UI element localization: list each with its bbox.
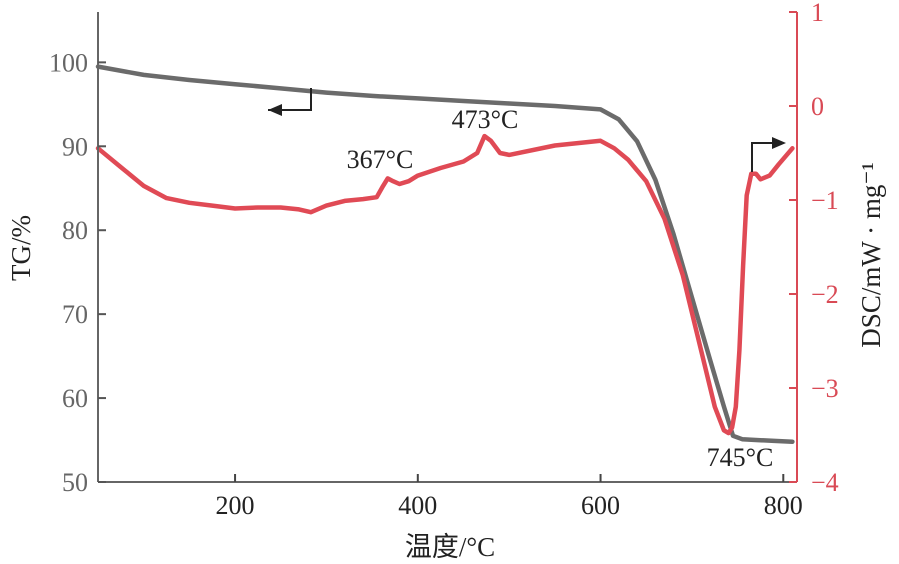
tg-series-line xyxy=(95,64,795,444)
y-right-axis-title: DSC/mW · mg⁻¹ xyxy=(856,162,886,347)
right-axis-arrowhead xyxy=(772,137,786,149)
y-right-tick-label: −4 xyxy=(811,468,839,497)
y-right-tick-label: 0 xyxy=(811,92,824,121)
right-axis-indicator-arrow xyxy=(751,142,778,172)
annotation-473c: 473°C xyxy=(452,105,519,134)
dsc-series-line xyxy=(95,133,795,436)
left-axis-arrowhead xyxy=(268,104,282,116)
y-right-tick-label: −1 xyxy=(811,186,839,215)
annotation-745c: 745°C xyxy=(707,443,774,472)
y-left-axis-title: TG/% xyxy=(6,215,36,281)
x-tick-label: 200 xyxy=(216,491,255,520)
x-tick-label: 400 xyxy=(398,491,437,520)
y-left-tick-label: 90 xyxy=(62,132,88,161)
y-right-tick-label: 1 xyxy=(811,0,824,27)
x-tick-label: 600 xyxy=(581,491,620,520)
x-axis-title: 温度/°C xyxy=(405,532,495,562)
x-tick-label: 800 xyxy=(764,491,803,520)
y-left-tick-label: 80 xyxy=(62,216,88,245)
y-left-tick-label: 50 xyxy=(62,468,88,497)
y-right-tick-label: −2 xyxy=(811,280,839,309)
y-left-tick-label: 60 xyxy=(62,384,88,413)
annotation-367c: 367°C xyxy=(347,145,414,174)
y-left-tick-label: 100 xyxy=(49,48,88,77)
y-left-tick-label: 70 xyxy=(62,300,88,329)
y-right-tick-label: −3 xyxy=(811,374,839,403)
left-axis-indicator-arrow xyxy=(268,88,312,111)
